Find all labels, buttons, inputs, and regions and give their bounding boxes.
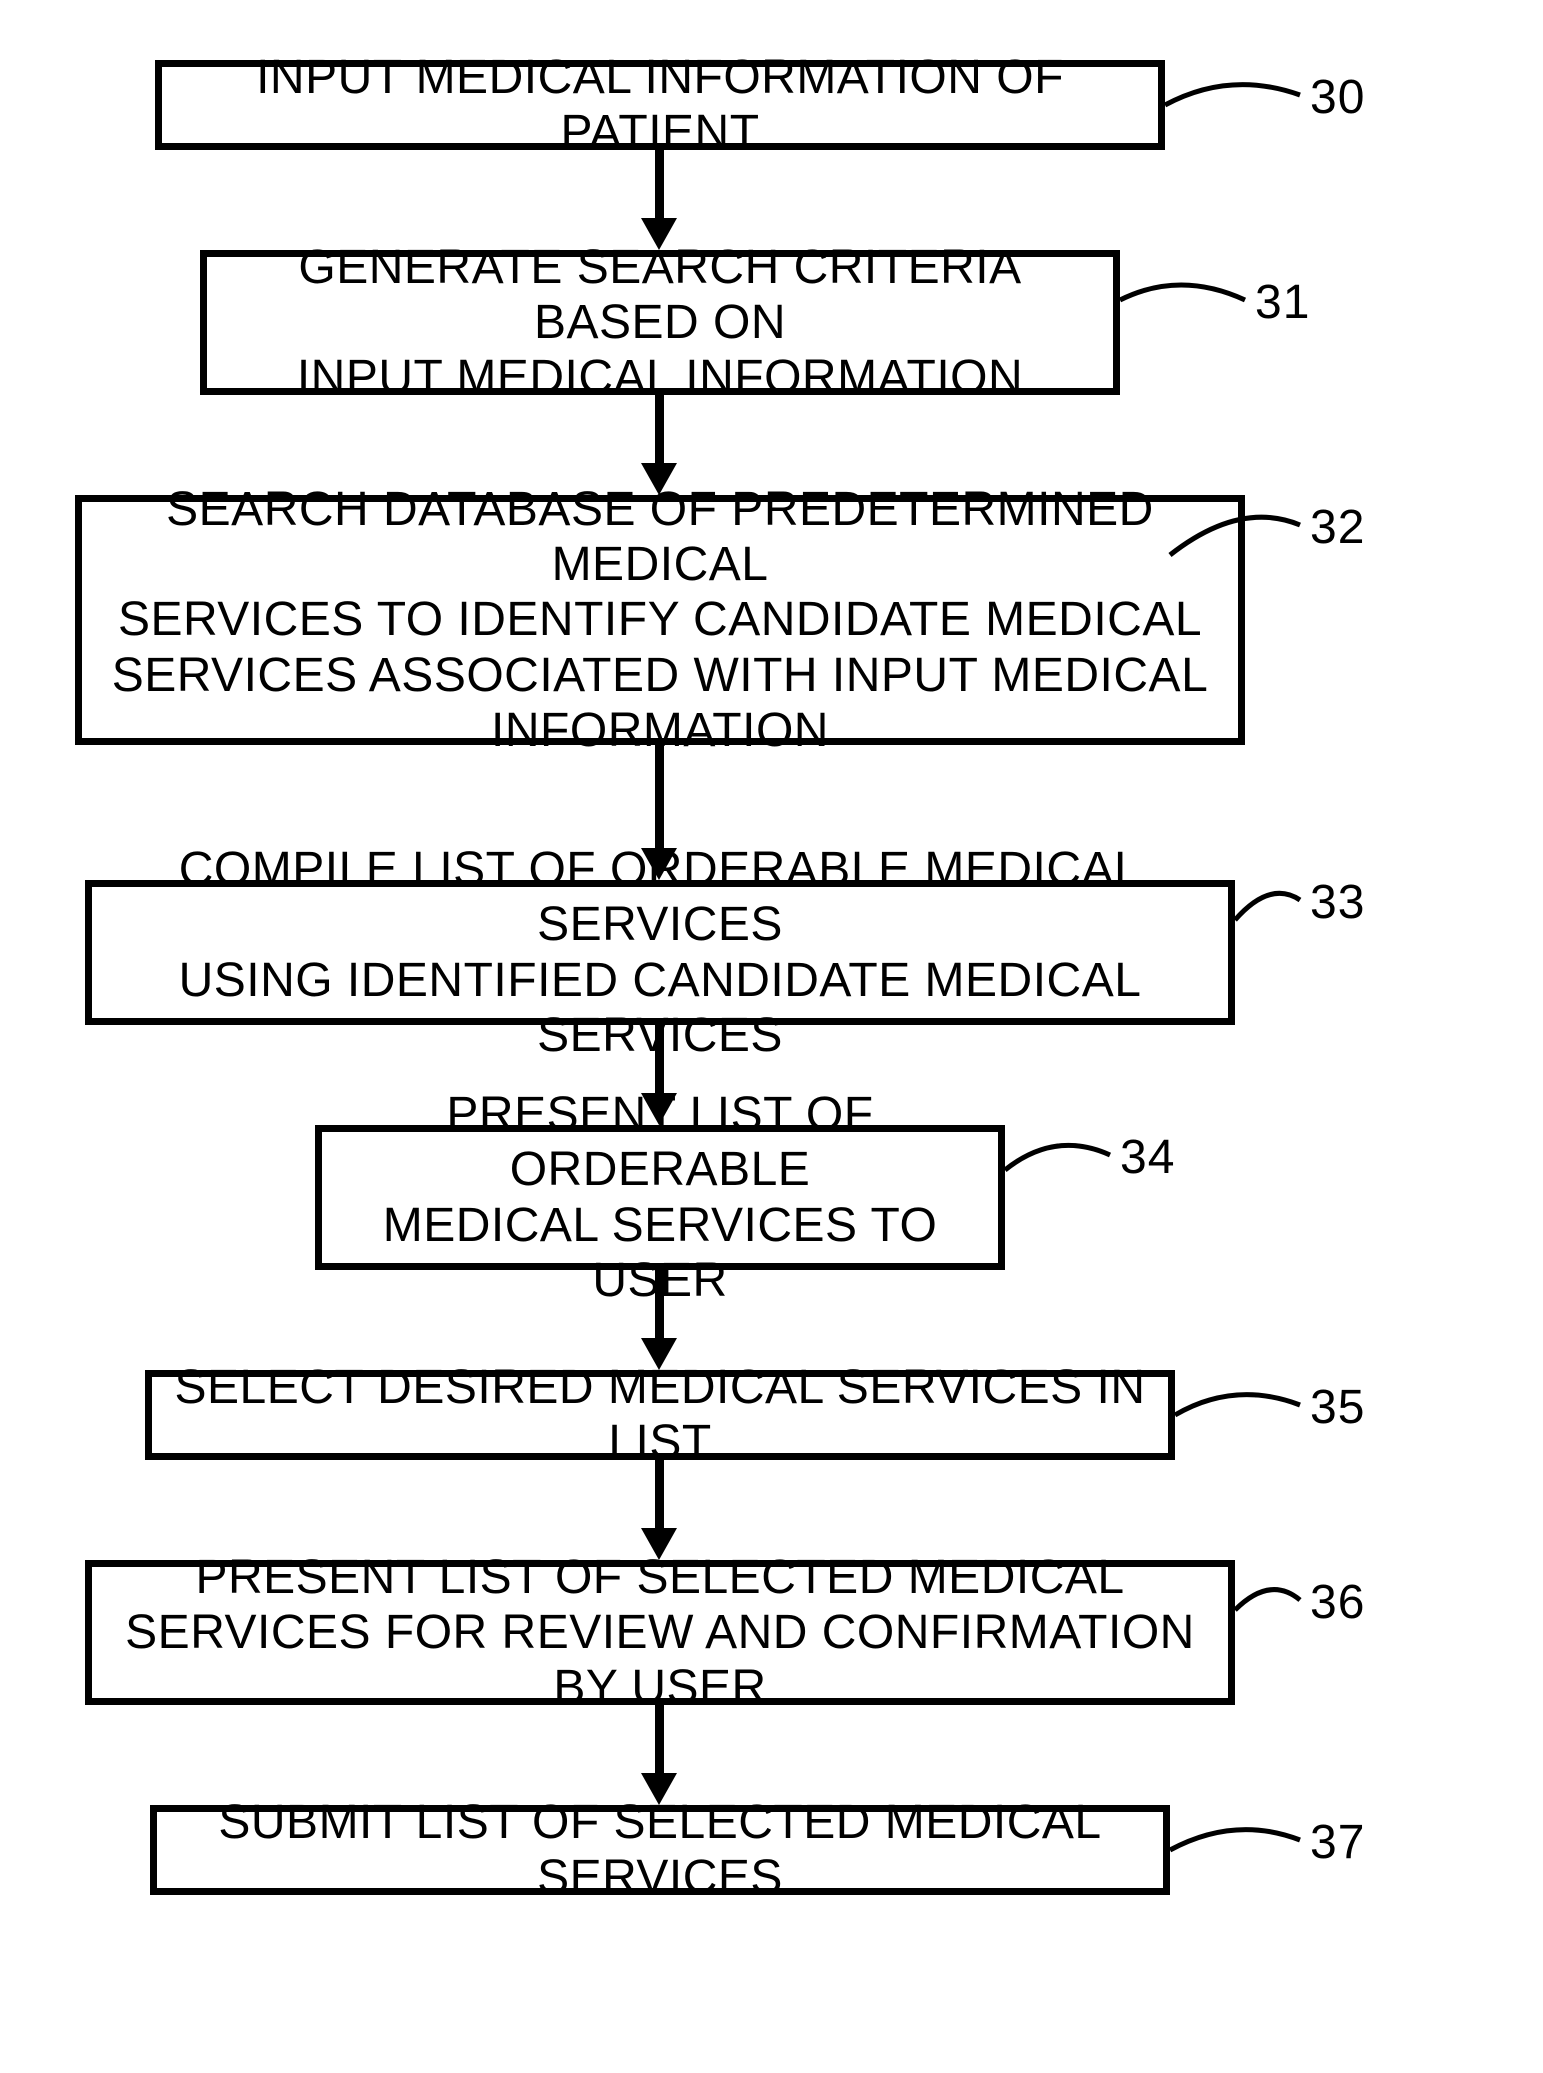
node-text: SELECT DESIRED MEDICAL SERVICES IN LIST (166, 1360, 1154, 1470)
flowchart-node-35: SELECT DESIRED MEDICAL SERVICES IN LIST (145, 1370, 1175, 1460)
ref-label-32: 32 (1310, 500, 1365, 555)
node-text: COMPILE LIST OF ORDERABLE MEDICAL SERVIC… (106, 842, 1214, 1063)
node-text: SEARCH DATABASE OF PREDETERMINED MEDICAL… (96, 482, 1224, 758)
flowchart-node-31: GENERATE SEARCH CRITERIA BASED ON INPUT … (200, 250, 1120, 395)
flowchart-node-33: COMPILE LIST OF ORDERABLE MEDICAL SERVIC… (85, 880, 1235, 1025)
flowchart-canvas: INPUT MEDICAL INFORMATION OF PATIENT GEN… (0, 0, 1543, 2073)
flowchart-node-37: SUBMIT LIST OF SELECTED MEDICAL SERVICES (150, 1805, 1170, 1895)
ref-label-31: 31 (1255, 275, 1310, 330)
flowchart-node-32: SEARCH DATABASE OF PREDETERMINED MEDICAL… (75, 495, 1245, 745)
ref-label-35: 35 (1310, 1380, 1365, 1435)
ref-label-37: 37 (1310, 1815, 1365, 1870)
node-text: GENERATE SEARCH CRITERIA BASED ON INPUT … (221, 240, 1099, 406)
flowchart-node-36: PRESENT LIST OF SELECTED MEDICAL SERVICE… (85, 1560, 1235, 1705)
ref-label-30: 30 (1310, 70, 1365, 125)
ref-label-34: 34 (1120, 1130, 1175, 1185)
node-text: SUBMIT LIST OF SELECTED MEDICAL SERVICES (171, 1795, 1149, 1905)
ref-label-36: 36 (1310, 1575, 1365, 1630)
flowchart-node-34: PRESENT LIST OF ORDERABLE MEDICAL SERVIC… (315, 1125, 1005, 1270)
node-text: PRESENT LIST OF ORDERABLE MEDICAL SERVIC… (336, 1087, 984, 1308)
node-text: INPUT MEDICAL INFORMATION OF PATIENT (176, 50, 1144, 160)
ref-label-33: 33 (1310, 875, 1365, 930)
node-text: PRESENT LIST OF SELECTED MEDICAL SERVICE… (106, 1550, 1214, 1716)
flowchart-node-30: INPUT MEDICAL INFORMATION OF PATIENT (155, 60, 1165, 150)
